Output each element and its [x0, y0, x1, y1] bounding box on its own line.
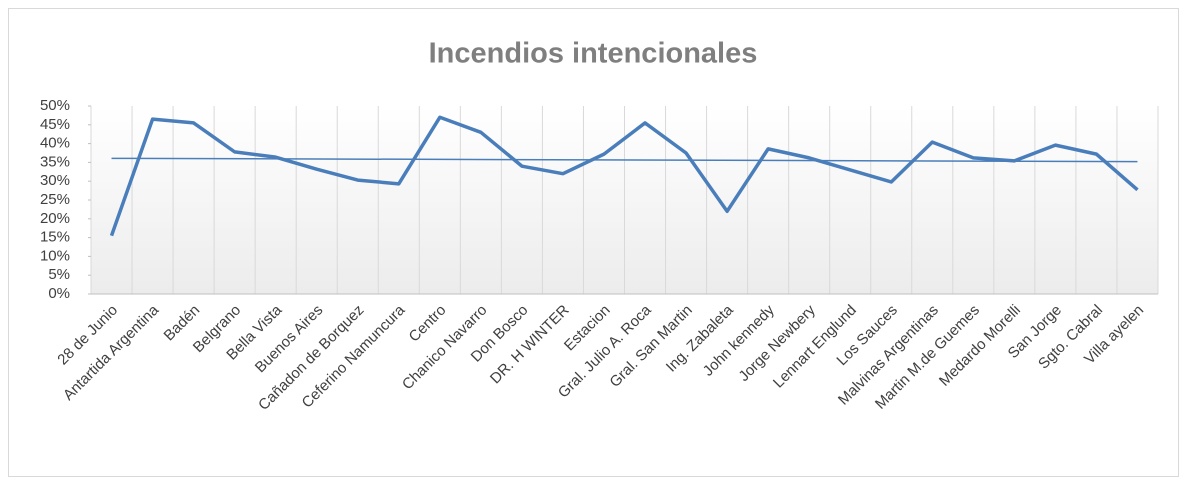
y-tick-label: 0%	[48, 285, 70, 302]
y-tick-label: 45%	[40, 116, 70, 133]
y-tick-label: 25%	[40, 191, 70, 208]
chart-title: Incendios intencionales	[429, 38, 758, 70]
y-tick-label: 10%	[40, 247, 70, 264]
trendline	[111, 157, 1138, 163]
y-tick-label: 20%	[40, 210, 70, 227]
y-tick-label: 30%	[40, 172, 70, 189]
y-tick-label: 35%	[40, 153, 70, 170]
y-tick-label: 15%	[40, 229, 70, 246]
y-tick-label: 50%	[40, 97, 70, 114]
y-tick-label: 5%	[48, 266, 70, 283]
y-tick-label: 40%	[40, 135, 70, 152]
